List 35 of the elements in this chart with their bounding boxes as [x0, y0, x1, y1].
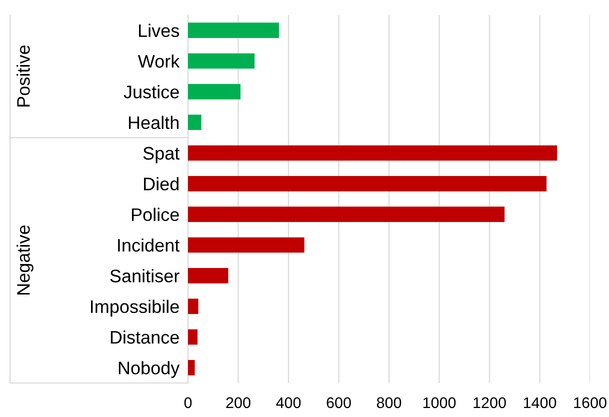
- bar: [188, 206, 505, 222]
- y-tick-label: Incident: [118, 238, 180, 252]
- x-tick-label: 0: [184, 397, 192, 408]
- bar: [188, 298, 198, 314]
- bar: [188, 53, 255, 69]
- y-tick-label: Work: [138, 54, 180, 68]
- x-tick-label: 400: [276, 397, 301, 408]
- y-tick-label: Justice: [124, 85, 179, 98]
- bar: [188, 22, 279, 38]
- x-tick-label: 600: [326, 397, 351, 408]
- y-tick-label: Nobody: [118, 361, 180, 378]
- bar: [188, 329, 198, 345]
- y-tick-label: Impossibile: [91, 300, 179, 317]
- y-tick-label: Spat: [143, 146, 180, 164]
- text: Positive: [16, 46, 30, 106]
- y-tick-label: Sanitiser: [110, 269, 180, 282]
- x-tick-label: 800: [376, 397, 402, 408]
- y-tick-label: Distance: [110, 330, 179, 344]
- bar: [188, 237, 304, 253]
- x-tick-label: 1400: [524, 397, 556, 408]
- y-tick-label: Lives: [139, 24, 180, 38]
- bar: [188, 84, 241, 100]
- y-tick-label: Died: [144, 177, 179, 190]
- x-tick-label: 200: [226, 397, 250, 408]
- y-tick-label: Health: [128, 116, 178, 130]
- x-tick-label: 1200: [474, 397, 506, 408]
- bar: [188, 268, 228, 284]
- bar: [188, 360, 195, 376]
- y-tick-label: Police: [132, 208, 179, 222]
- bar: [188, 145, 558, 161]
- text: Negative: [16, 226, 34, 294]
- bar: [188, 176, 547, 192]
- bar: [188, 114, 202, 130]
- x-tick-label: 1000: [423, 397, 456, 408]
- x-tick-label: 1600: [574, 397, 606, 408]
